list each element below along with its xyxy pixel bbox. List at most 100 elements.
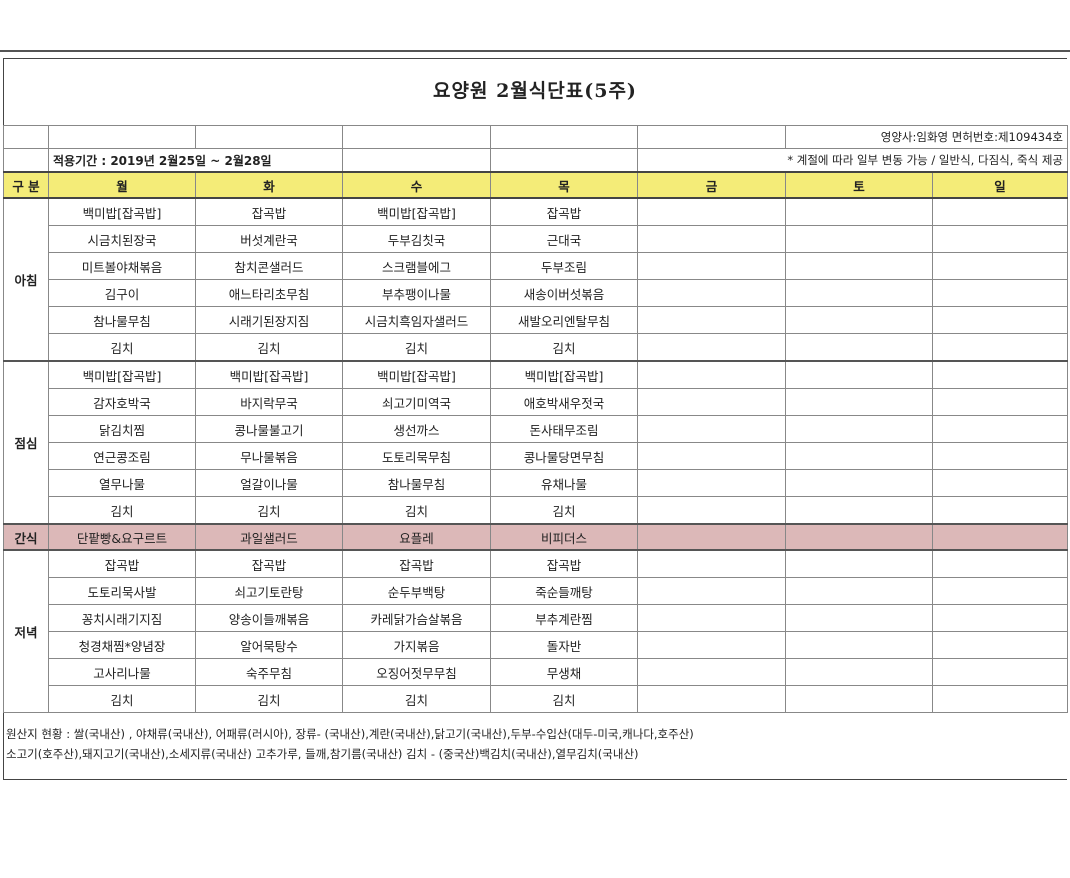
menu-cell: 잡곡밥	[195, 197, 343, 226]
menu-cell: 유채나물	[490, 469, 638, 497]
menu-cell: 애호박새우젓국	[490, 388, 638, 416]
menu-cell	[785, 415, 933, 443]
menu-cell: 백미밥[잡곡밥]	[195, 360, 343, 389]
menu-cell	[785, 306, 933, 334]
menu-cell	[785, 631, 933, 659]
menu-cell: 참치콘샐러드	[195, 252, 343, 280]
menu-cell: 김치	[48, 685, 196, 713]
menu-row: 꽁치시래기지짐 양송이들깨볶음 카레닭가슴살볶음 부추계란찜	[4, 604, 1069, 632]
dietitian-info: 영양사:임화영 면허번호:제109434호	[785, 125, 1069, 149]
menu-row: 아침 백미밥[잡곡밥] 잡곡밥 백미밥[잡곡밥] 잡곡밥	[3, 197, 1069, 362]
menu-cell: 순두부백탕	[342, 577, 491, 605]
menu-cell	[785, 333, 933, 362]
menu-cell: 돌자반	[490, 631, 638, 659]
menu-cell	[637, 496, 786, 525]
menu-cell: 얼갈이나물	[195, 469, 343, 497]
menu-cell: 김치	[195, 685, 343, 713]
menu-cell: 잡곡밥	[342, 549, 491, 578]
menu-cell: 콩나물불고기	[195, 415, 343, 443]
menu-cell	[931, 415, 1069, 443]
menu-cell: 백미밥[잡곡밥]	[490, 360, 638, 389]
menu-cell: 새송이버섯볶음	[490, 279, 638, 307]
menu-cell	[931, 631, 1069, 659]
menu-cell: 김치	[48, 333, 196, 362]
menu-cell	[931, 388, 1069, 416]
menu-cell	[637, 225, 786, 253]
menu-cell	[931, 496, 1069, 525]
menu-cell	[931, 333, 1069, 362]
menu-cell	[785, 388, 933, 416]
period: 적용기간 : 2019년 2월25일 ~ 2월28일	[48, 148, 343, 173]
menu-cell	[931, 306, 1069, 334]
menu-cell	[785, 197, 933, 226]
menu-cell	[931, 577, 1069, 605]
menu-cell	[785, 549, 933, 578]
menu-cell	[637, 685, 786, 713]
menu-cell	[637, 577, 786, 605]
menu-cell	[785, 360, 933, 389]
menu-row: 열무나물 얼갈이나물 참나물무침 유채나물	[4, 469, 1069, 497]
menu-row: 시금치된장국 버섯계란국 두부김칫국 근대국	[4, 225, 1069, 253]
menu-cell: 고사리나물	[48, 658, 196, 686]
menu-cell: 김치	[342, 685, 491, 713]
menu-cell	[785, 604, 933, 632]
meal-label: 저녁	[3, 549, 49, 713]
menu-cell: 참나물무침	[342, 469, 491, 497]
day-header: 토	[785, 171, 933, 199]
menu-cell: 부추계란찜	[490, 604, 638, 632]
menu-row: 참나물무침 시래기된장지짐 시금치흑임자샐러드 새발오리엔탈무침	[4, 306, 1069, 334]
menu-cell	[637, 631, 786, 659]
menu-table: 영양사:임화영 면허번호:제109434호 적용기간 : 2019년 2월25일…	[3, 125, 1069, 713]
menu-cell: 생선까스	[342, 415, 491, 443]
menu-cell	[931, 360, 1069, 389]
menu-row: 연근콩조림 무나물볶음 도토리묵무침 콩나물당면무침	[4, 442, 1069, 470]
menu-cell: 돈사태무조림	[490, 415, 638, 443]
day-header: 일	[931, 171, 1069, 199]
menu-cell	[785, 496, 933, 525]
menu-cell	[785, 252, 933, 280]
menu-cell: 김치	[490, 333, 638, 362]
menu-cell: 새발오리엔탈무침	[490, 306, 638, 334]
meal-label: 점심	[3, 360, 49, 525]
menu-row: 미트볼야채볶음 참치콘샐러드 스크램블에그 두부조림	[4, 252, 1069, 280]
meal-label: 아침	[3, 197, 49, 362]
meal-label: 간식	[3, 523, 49, 551]
menu-cell	[785, 225, 933, 253]
scan-edge	[0, 50, 1070, 52]
menu-cell: 김치	[490, 496, 638, 525]
menu-cell: 요플레	[342, 523, 491, 551]
menu-row: 닭김치찜 콩나물불고기 생선까스 돈사태무조림	[4, 415, 1069, 443]
menu-cell: 김구이	[48, 279, 196, 307]
menu-cell	[637, 333, 786, 362]
menu-cell	[637, 252, 786, 280]
menu-cell: 두부조림	[490, 252, 638, 280]
menu-cell	[931, 469, 1069, 497]
menu-cell	[785, 658, 933, 686]
menu-cell: 백미밥[잡곡밥]	[342, 360, 491, 389]
menu-cell: 백미밥[잡곡밥]	[48, 360, 196, 389]
category-header: 구 분	[3, 171, 49, 199]
menu-cell	[785, 523, 933, 551]
menu-cell: 시금치된장국	[48, 225, 196, 253]
menu-cell: 열무나물	[48, 469, 196, 497]
origin-line: 소고기(호주산),돼지고기(국내산),소세지류(국내산) 고추가루, 들깨,참기…	[6, 747, 639, 761]
menu-cell: 쇠고기토란탕	[195, 577, 343, 605]
menu-cell: 바지락무국	[195, 388, 343, 416]
menu-cell: 버섯계란국	[195, 225, 343, 253]
menu-cell	[637, 415, 786, 443]
day-header: 금	[637, 171, 786, 199]
menu-cell	[637, 549, 786, 578]
menu-cell: 연근콩조림	[48, 442, 196, 470]
menu-cell: 잡곡밥	[48, 549, 196, 578]
origin-info: 원산지 현황 : 쌀(국내산) , 야채류(국내산), 어패류(러시아), 장류…	[6, 724, 1064, 764]
menu-cell: 오징어젓무무침	[342, 658, 491, 686]
menu-cell	[637, 658, 786, 686]
day-header: 화	[195, 171, 343, 199]
menu-cell	[931, 685, 1069, 713]
menu-cell: 가지볶음	[342, 631, 491, 659]
menu-cell	[931, 225, 1069, 253]
menu-cell: 청경채찜*양념장	[48, 631, 196, 659]
menu-cell: 숙주무침	[195, 658, 343, 686]
menu-cell: 단팥빵&요구르트	[48, 523, 196, 551]
menu-row: 저녁 잡곡밥 잡곡밥 잡곡밥 잡곡밥	[3, 549, 1069, 713]
